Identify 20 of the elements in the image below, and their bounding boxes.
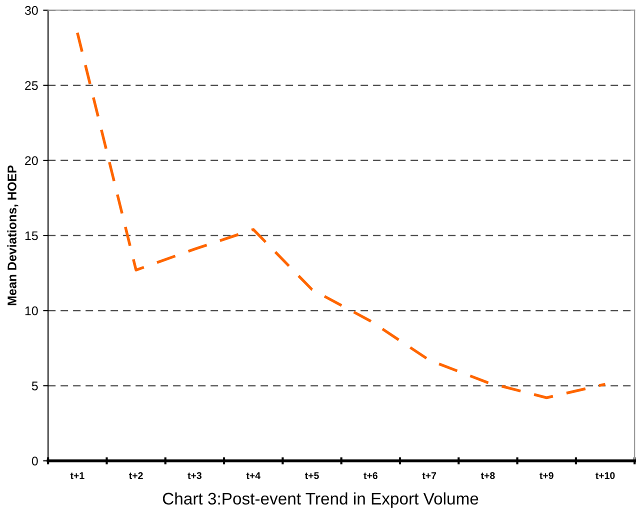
x-tick-label: t+7 [422, 472, 436, 480]
x-tick-label: t+9 [540, 472, 554, 480]
y-tick-label: 20 [25, 156, 38, 166]
x-tick-label: t+3 [188, 472, 202, 480]
x-tick-label: t+4 [246, 472, 260, 480]
x-tick-label: t+6 [364, 472, 378, 480]
x-tick-label: t+10 [596, 472, 615, 480]
y-tick-label: 0 [32, 456, 38, 466]
text: Chart 3:Post-event Trend in Export Volume [162, 492, 478, 508]
x-tick-label: t+5 [304, 472, 319, 480]
y-tick-label: 25 [25, 81, 38, 90]
line-series [76, 31, 607, 400]
x-tick-label: t+1 [70, 472, 84, 480]
y-tick-label: 15 [25, 231, 38, 240]
x-tick-label: t+2 [129, 472, 143, 480]
y-tick-label: 5 [32, 382, 38, 390]
y-tick-label: 10 [25, 306, 38, 316]
x-tick-label: t+8 [480, 472, 495, 480]
y-tick-label: 30 [24, 6, 38, 15]
y-axis-title: Mean Deviations, HOEP [7, 165, 18, 306]
